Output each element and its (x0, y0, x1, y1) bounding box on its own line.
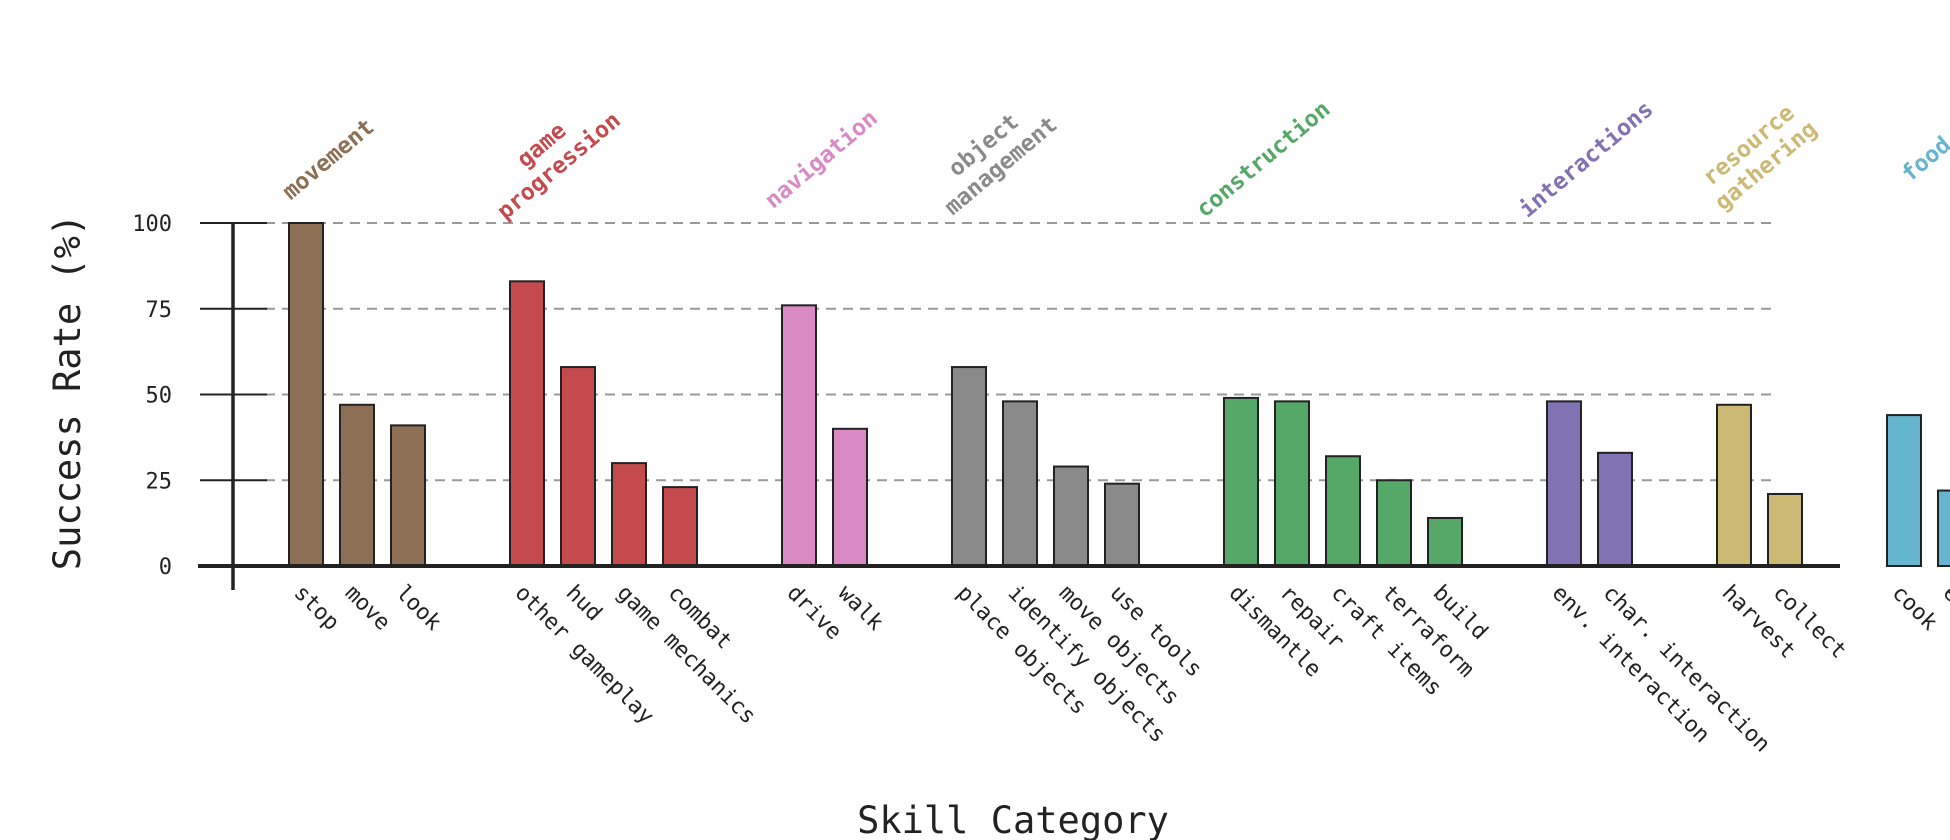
bar (781, 304, 817, 567)
bar (1886, 414, 1922, 567)
bar (1376, 479, 1412, 567)
bar (1546, 400, 1582, 567)
bar (1716, 403, 1752, 568)
group-label: interactions (1514, 96, 1658, 223)
group-label: movement (278, 114, 380, 205)
bar (1427, 516, 1463, 567)
group-label: construction (1191, 96, 1335, 223)
bar (611, 462, 647, 568)
bar (662, 486, 698, 567)
bars (288, 222, 1950, 568)
axes (198, 222, 1840, 590)
bar (951, 366, 987, 567)
y-tick-label: 75 (146, 298, 173, 323)
x-tick-label: look (391, 581, 446, 636)
x-tick-label: drive (782, 581, 847, 646)
bar (288, 222, 324, 567)
bar (1325, 455, 1361, 567)
bar (509, 280, 545, 567)
bar (1053, 465, 1089, 567)
bar (1597, 451, 1633, 567)
y-tick-label: 25 (146, 469, 173, 494)
group-label-line: food (1897, 132, 1950, 188)
bar (1104, 482, 1140, 567)
y-axis-title: Success Rate (%) (46, 214, 89, 570)
bar (1274, 400, 1310, 567)
group-label-line: navigation (760, 105, 883, 214)
x-tick-label: stop (289, 581, 344, 636)
y-tick-label: 50 (146, 384, 173, 409)
x-axis-title: Skill Category (857, 799, 1169, 840)
bar (390, 424, 426, 567)
bar (1223, 396, 1259, 567)
group-labels: movement gameprogression navigation objectm… (278, 87, 1950, 226)
group-label: objectmanagement (922, 91, 1062, 221)
group-label-line: construction (1191, 96, 1335, 223)
group-label: gameprogression (475, 87, 626, 226)
bar (1002, 400, 1038, 567)
group-label: resourcegathering (1693, 95, 1823, 216)
bar (1937, 489, 1950, 568)
x-tick-label: move (340, 581, 395, 636)
y-tick-label: 100 (132, 212, 172, 237)
x-tick-label: cook (1887, 581, 1942, 636)
group-label-line: movement (278, 114, 380, 205)
y-ticks: 0 25 50 75 100 (132, 212, 267, 580)
group-label: food (1897, 132, 1950, 188)
bar (1767, 492, 1803, 567)
bar (339, 403, 375, 568)
bar (560, 366, 596, 567)
group-label-line: interactions (1514, 96, 1658, 223)
y-tick-label: 0 (159, 555, 172, 580)
group-label: navigation (760, 105, 883, 214)
bar (832, 427, 868, 567)
